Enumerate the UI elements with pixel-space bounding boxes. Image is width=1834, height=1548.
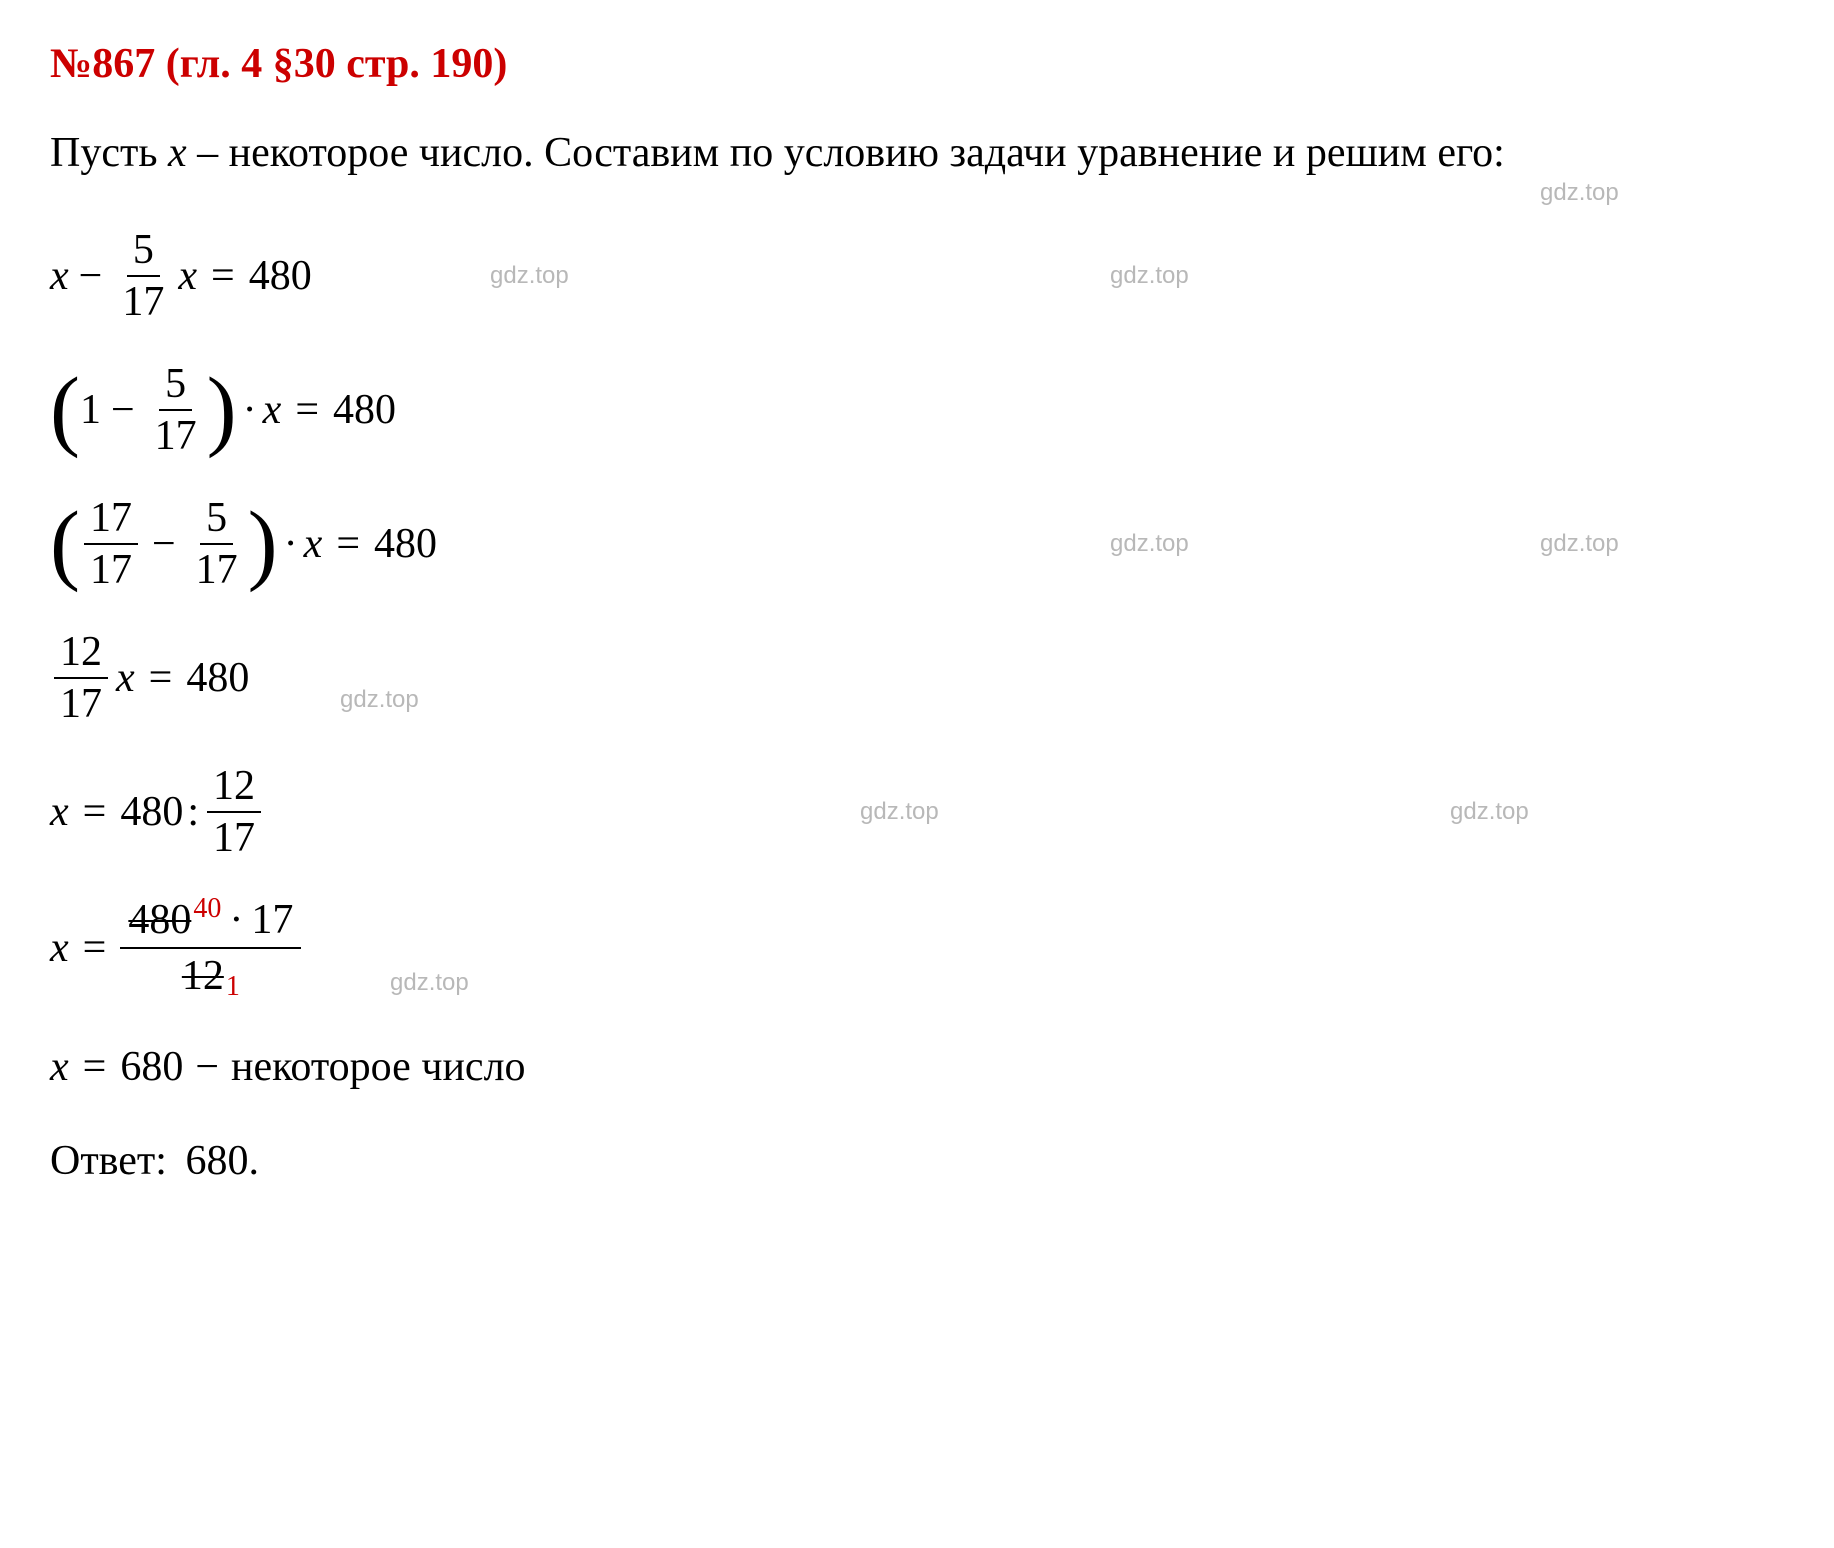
eq4-frac-den: 17 xyxy=(54,679,108,725)
eq5-frac-den: 17 xyxy=(207,813,261,859)
eq2-equals: = xyxy=(295,386,319,434)
answer-value: 680. xyxy=(185,1138,259,1184)
eq3-frac2-num: 5 xyxy=(200,497,233,545)
equation-6: x = 480 40 · 17 12 1 gdz.top xyxy=(50,899,1784,997)
equation-7: x = 680 − некоторое число xyxy=(50,1037,1784,1097)
eq7-text: некоторое число xyxy=(231,1043,526,1091)
eq3-lparen: ( xyxy=(50,508,80,580)
eq6-den-sub: 1 xyxy=(226,973,240,1001)
equation-1: x − 5 17 x = 480 gdz.top gdz.top xyxy=(50,229,1784,323)
eq1-equals: = xyxy=(211,252,235,300)
intro-variable: x xyxy=(168,130,187,176)
intro-part2: – некоторое число. Составим по условию з… xyxy=(187,130,1505,176)
watermark-text: gdz.top xyxy=(1540,173,1619,214)
eq7-equals: = xyxy=(83,1043,107,1091)
eq6-num-sup: 40 xyxy=(193,895,221,923)
eq3-rparen: ) xyxy=(248,508,278,580)
eq1-rhs: 480 xyxy=(249,252,312,300)
eq5-equals: = xyxy=(83,788,107,836)
eq2-dot: · xyxy=(243,386,257,434)
eq1-frac-den: 17 xyxy=(116,277,170,323)
eq1-minus: − xyxy=(79,252,103,300)
eq2-fraction: 5 17 xyxy=(149,363,203,457)
eq5-frac-num: 12 xyxy=(207,765,261,813)
eq1-fraction: 5 17 xyxy=(116,229,170,323)
eq4-rhs: 480 xyxy=(186,654,249,702)
watermark-text: gdz.top xyxy=(390,969,469,997)
eq3-equals: = xyxy=(336,520,360,568)
equation-3: ( 17 17 − 5 17 ) · x = 480 gdz.top gdz.t… xyxy=(50,497,1784,591)
intro-text: Пусть x – некоторое число. Составим по у… xyxy=(50,118,1784,189)
eq7-var: x xyxy=(50,1043,69,1091)
eq3-minus: − xyxy=(152,520,176,568)
eq7-dash: − xyxy=(195,1043,219,1091)
eq2-lparen: ( xyxy=(50,374,80,446)
eq5-fraction: 12 17 xyxy=(207,765,261,859)
eq6-num-strike: 480 xyxy=(128,899,191,941)
watermark-text: gdz.top xyxy=(1110,262,1189,290)
watermark-text: gdz.top xyxy=(490,262,569,290)
watermark-text: gdz.top xyxy=(1450,798,1529,826)
eq4-equals: = xyxy=(149,654,173,702)
eq1-var2: x xyxy=(178,252,197,300)
eq2-minus: − xyxy=(111,386,135,434)
eq1-var1: x xyxy=(50,252,69,300)
eq2-rhs: 480 xyxy=(333,386,396,434)
eq7-val: 680 xyxy=(120,1043,183,1091)
eq6-var: x xyxy=(50,924,69,972)
watermark-text: gdz.top xyxy=(340,686,419,714)
eq4-frac-num: 12 xyxy=(54,631,108,679)
eq3-var: x xyxy=(304,520,323,568)
eq3-frac1-num: 17 xyxy=(84,497,138,545)
eq2-var: x xyxy=(263,386,282,434)
eq3-dot: · xyxy=(284,520,298,568)
eq3-fraction2: 5 17 xyxy=(190,497,244,591)
eq1-frac-num: 5 xyxy=(127,229,160,277)
eq3-frac1-den: 17 xyxy=(84,545,138,591)
problem-heading: №867 (гл. 4 §30 стр. 190) xyxy=(50,40,1784,88)
eq4-var: x xyxy=(116,654,135,702)
eq6-dot: · xyxy=(229,899,243,941)
eq2-rparen: ) xyxy=(207,374,237,446)
watermark-text: gdz.top xyxy=(860,798,939,826)
eq5-var: x xyxy=(50,788,69,836)
eq2-frac-num: 5 xyxy=(159,363,192,411)
intro-part1: Пусть xyxy=(50,130,168,176)
eq5-colon: : xyxy=(187,788,199,836)
eq6-equals: = xyxy=(83,924,107,972)
equation-4: 12 17 x = 480 gdz.top xyxy=(50,631,1784,725)
watermark-text: gdz.top xyxy=(1110,530,1189,558)
eq6-den-strike: 12 xyxy=(182,955,224,997)
eq6-fraction: 480 40 · 17 12 1 xyxy=(120,899,301,997)
eq3-rhs: 480 xyxy=(374,520,437,568)
equation-5: x = 480 : 12 17 gdz.top gdz.top xyxy=(50,765,1784,859)
equation-2: ( 1 − 5 17 ) · x = 480 xyxy=(50,363,1784,457)
eq3-frac2-den: 17 xyxy=(190,545,244,591)
watermark-text: gdz.top xyxy=(1540,530,1619,558)
eq2-one: 1 xyxy=(80,386,101,434)
answer-line: Ответ: 680. xyxy=(50,1137,1784,1185)
eq6-num-val: 17 xyxy=(251,899,293,941)
answer-label: Ответ: xyxy=(50,1138,167,1184)
eq3-fraction1: 17 17 xyxy=(84,497,138,591)
eq2-frac-den: 17 xyxy=(149,411,203,457)
eq4-fraction: 12 17 xyxy=(54,631,108,725)
eq5-lhs-val: 480 xyxy=(120,788,183,836)
